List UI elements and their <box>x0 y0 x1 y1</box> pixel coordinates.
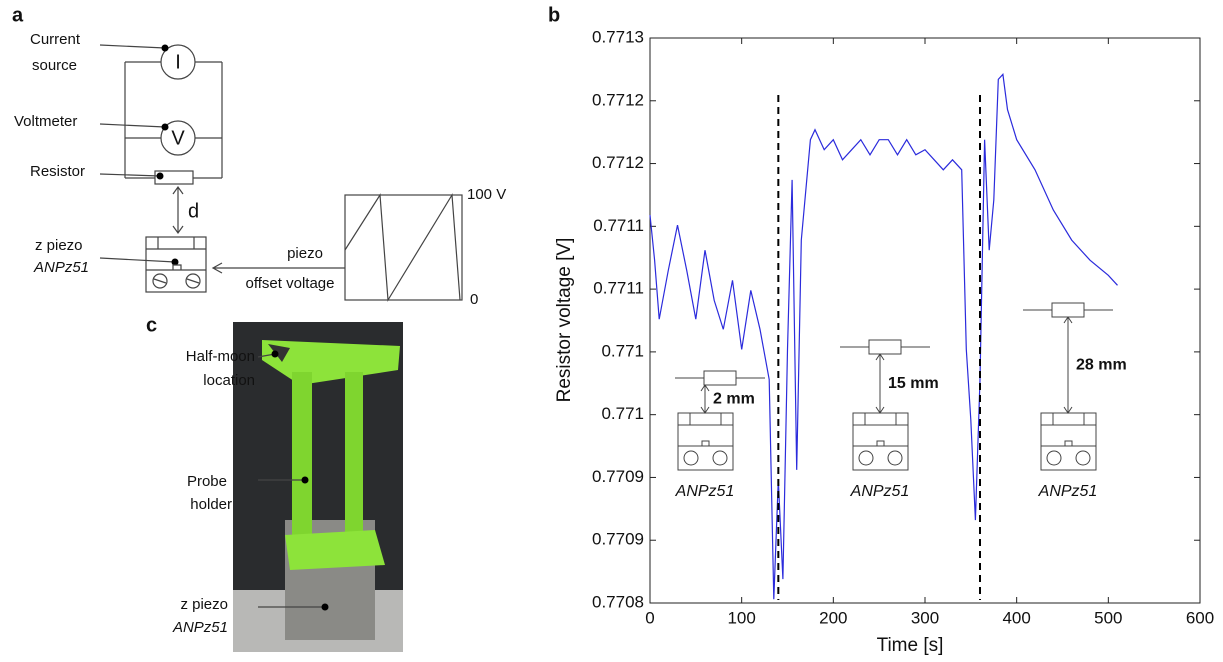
data-line <box>649 73 1118 600</box>
label: z piezo <box>180 596 228 613</box>
inset: 28 mm ANPz51 <box>1023 302 1127 500</box>
inset-schematic <box>1023 309 1113 471</box>
panel-label: c <box>146 314 157 336</box>
sawtooth-box <box>344 194 463 301</box>
inset-distance: 15 mm <box>888 375 939 392</box>
inset-schematic <box>840 346 930 471</box>
inset-resistor <box>868 339 902 355</box>
y-tick-label: 0.7713 <box>592 27 644 46</box>
inset-screw <box>712 450 728 466</box>
label: Voltmeter <box>14 113 77 130</box>
symbol: I <box>175 51 181 73</box>
sawtooth <box>344 193 461 302</box>
y-tick-label: 0.771 <box>601 404 644 423</box>
label: 0 <box>470 291 478 308</box>
x-tick-label: 600 <box>1186 608 1214 627</box>
arrow <box>172 185 184 235</box>
label: piezo <box>287 245 323 262</box>
y-tick-label: 0.7709 <box>592 467 644 486</box>
label: Resistor <box>30 163 85 180</box>
pointer <box>99 44 176 263</box>
inset-distance: 28 mm <box>1076 357 1127 374</box>
inset-screw <box>887 450 903 466</box>
panel-label: a <box>12 4 24 26</box>
inset-label: ANPz51 <box>675 483 735 500</box>
y-tick-label: 0.7711 <box>593 279 644 298</box>
label: Probe <box>187 473 227 490</box>
y-axis-label: Resistor voltage [V] <box>554 238 575 403</box>
label: location <box>203 372 255 389</box>
x-tick-label: 400 <box>1002 608 1030 627</box>
inset-screw <box>858 450 874 466</box>
y-tick-label: 0.771 <box>601 341 644 360</box>
label: ANPz51 <box>172 619 228 636</box>
label: offset voltage <box>246 275 335 292</box>
inset-resistor <box>1051 302 1085 318</box>
y-tick-label: 0.7712 <box>592 153 644 172</box>
inset-screw <box>1046 450 1062 466</box>
dot <box>156 172 164 180</box>
label: Current <box>30 31 81 48</box>
y-tick-label: 0.7709 <box>592 530 644 549</box>
y-tick-label: 0.7712 <box>592 90 644 109</box>
inset-screw <box>683 450 699 466</box>
resistor <box>154 170 194 185</box>
label: Half-moon <box>186 348 255 365</box>
arrow <box>211 262 345 274</box>
panel-label: b <box>548 4 560 26</box>
voltmeter <box>160 120 196 156</box>
piezo <box>145 236 207 293</box>
photo: Half-moon location Probe holder z piezo … <box>172 322 403 652</box>
inset-resistor <box>703 370 737 386</box>
label: ANPz51 <box>33 259 89 276</box>
y-tick-label: 0.7711 <box>593 216 644 235</box>
dot <box>171 258 179 266</box>
label: source <box>32 57 77 74</box>
inset: 15 mm ANPz51 <box>840 339 939 500</box>
label: 100 V <box>467 186 506 203</box>
circuit: Current source I V Voltmeter Resistor d … <box>14 31 506 308</box>
inset-label: ANPz51 <box>1038 483 1098 500</box>
inset-distance: 2 mm <box>713 391 755 408</box>
x-tick-label: 0 <box>645 608 654 627</box>
x-axis-label: Time [s] <box>877 635 944 656</box>
dot <box>161 123 169 131</box>
x-tick-label: 100 <box>727 608 755 627</box>
inset-label: ANPz51 <box>850 483 910 500</box>
x-tick-label: 200 <box>819 608 847 627</box>
x-tick-label: 300 <box>911 608 939 627</box>
inset-screw <box>1075 450 1091 466</box>
label: holder <box>190 496 232 513</box>
chart: Time [s] Resistor voltage [V] 0.7708 0.77… <box>554 27 1214 656</box>
plot-frame <box>649 37 1201 604</box>
symbol: V <box>171 127 185 149</box>
label: d <box>188 200 199 222</box>
wire <box>124 61 223 179</box>
inset: 2 mm ANPz51 <box>675 370 765 500</box>
x-tick-label: 500 <box>1094 608 1122 627</box>
dot <box>161 44 169 52</box>
label: z piezo <box>35 237 83 254</box>
current-source <box>160 44 196 80</box>
y-tick-label: 0.7708 <box>592 592 644 611</box>
